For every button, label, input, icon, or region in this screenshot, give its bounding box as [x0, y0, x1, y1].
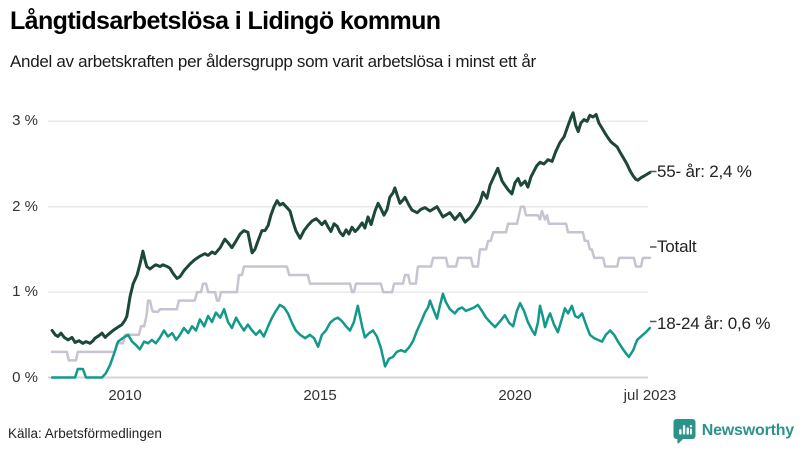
- series-line-18-24-r: [50, 292, 652, 379]
- newsworthy-logo[interactable]: Newsworthy: [673, 418, 794, 444]
- x-axis-tick-2020: 2020: [498, 387, 532, 404]
- bar-chart-speech-bubble-icon: [673, 419, 696, 444]
- gridlines: [48, 120, 648, 379]
- y-axis-tick-0: 0 %: [12, 368, 38, 386]
- x-axis-tick-2010: 2010: [108, 387, 142, 404]
- series-end-label-55-r: 55- år: 2,4 %: [657, 161, 752, 181]
- newsworthy-wordmark: Newsworthy: [701, 422, 794, 439]
- page-title: Långtidsarbetslösa i Lidingö kommun: [10, 7, 441, 35]
- page-subtitle: Andel av arbetskraften per åldersgrupp s…: [10, 52, 536, 71]
- series-line-Totalt: [50, 205, 652, 362]
- y-axis-tick-2: 2 %: [12, 197, 38, 215]
- series-end-label-18-24-r: 18-24 år: 0,6 %: [657, 313, 771, 333]
- x-axis-tick-2015: 2015: [303, 387, 337, 404]
- x-axis-tick-jul-2023: jul 2023: [623, 387, 677, 404]
- series-line-55-r: [50, 111, 652, 345]
- series-end-label-Totalt: Totalt: [657, 236, 697, 256]
- series-lines: [50, 111, 652, 379]
- source-note: Källa: Arbetsförmedlingen: [8, 426, 162, 441]
- y-axis-tick-1: 1 %: [12, 283, 38, 301]
- y-axis-tick-3: 3 %: [12, 112, 38, 130]
- label-leader-ticks: [650, 170, 657, 323]
